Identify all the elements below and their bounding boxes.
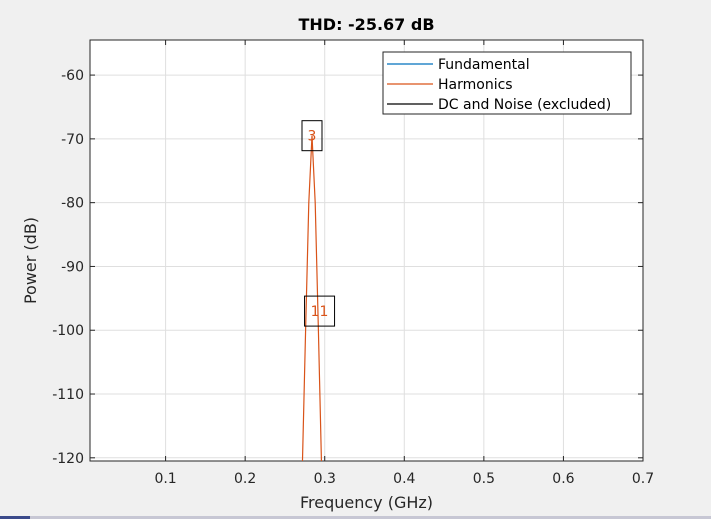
y-axis-label: Power (dB) xyxy=(21,217,40,304)
y-tick-label: -60 xyxy=(61,68,84,84)
harmonic-annotation-box xyxy=(301,120,323,152)
x-axis-label: Frequency (GHz) xyxy=(300,493,433,512)
x-tick-label: 0.3 xyxy=(314,471,336,487)
harmonic-annotation-label: 3 xyxy=(308,129,317,145)
y-tick-label: -110 xyxy=(52,387,84,403)
x-tick-label: 0.6 xyxy=(552,471,574,487)
x-tick-label: 0.7 xyxy=(632,471,654,487)
chart-title: THD: -25.67 dB xyxy=(298,15,434,34)
harmonic-annotation-box xyxy=(304,295,336,327)
window-bottom-edge xyxy=(0,516,711,519)
legend-entry: DC and Noise (excluded) xyxy=(438,97,611,113)
series-line-harmonics xyxy=(301,135,323,461)
legend-entry: Fundamental xyxy=(438,57,530,73)
legend-entry: Harmonics xyxy=(438,77,513,93)
y-tick-label: -90 xyxy=(61,259,84,275)
axes-box xyxy=(89,39,644,462)
y-tick-label: -70 xyxy=(61,132,84,148)
y-tick-label: -80 xyxy=(61,196,84,212)
y-tick-label: -100 xyxy=(52,323,84,339)
harmonic-annotation-label: 11 xyxy=(311,304,329,320)
x-tick-label: 0.5 xyxy=(473,471,495,487)
y-tick-label: -120 xyxy=(52,451,84,467)
x-tick-label: 0.4 xyxy=(393,471,415,487)
x-tick-label: 0.1 xyxy=(154,471,176,487)
x-tick-label: 0.2 xyxy=(234,471,256,487)
window-bottom-accent xyxy=(0,516,30,519)
